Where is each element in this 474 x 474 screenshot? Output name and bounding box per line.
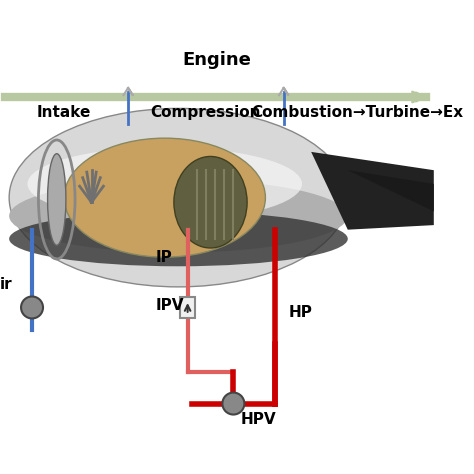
Text: IP: IP	[155, 250, 173, 264]
Ellipse shape	[9, 211, 348, 266]
Text: Intake: Intake	[37, 105, 91, 120]
Text: Combustion→Turbine→Ex: Combustion→Turbine→Ex	[251, 105, 463, 120]
PathPatch shape	[311, 152, 434, 230]
Text: HP: HP	[288, 305, 312, 319]
Ellipse shape	[27, 147, 302, 220]
Ellipse shape	[9, 109, 348, 287]
Text: Engine: Engine	[182, 51, 251, 69]
Ellipse shape	[47, 154, 66, 245]
Ellipse shape	[64, 138, 265, 257]
PathPatch shape	[348, 170, 434, 211]
Circle shape	[21, 297, 43, 319]
Ellipse shape	[174, 156, 247, 248]
Text: ir: ir	[0, 277, 13, 292]
Text: IPV: IPV	[155, 298, 184, 313]
Ellipse shape	[9, 179, 348, 253]
Circle shape	[222, 392, 245, 415]
Text: Compression: Compression	[151, 105, 261, 120]
FancyBboxPatch shape	[180, 297, 195, 318]
Text: HPV: HPV	[241, 411, 276, 427]
